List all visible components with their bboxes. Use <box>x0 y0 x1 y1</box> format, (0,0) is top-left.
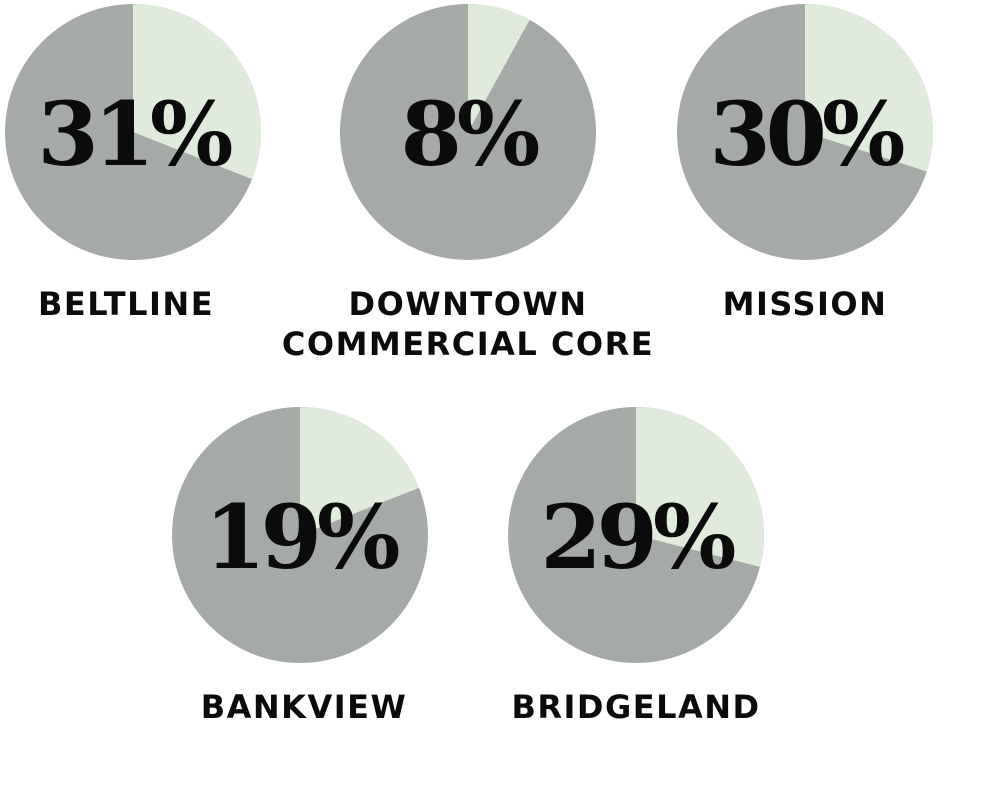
pie-category-label: DOWNTOWN <box>349 285 588 323</box>
pie-category-label: BELTLINE <box>38 285 214 323</box>
pie-category-label: MISSION <box>723 285 888 323</box>
pie-slice-highlight <box>300 407 420 535</box>
pie-bankview: 19% BANKVIEW <box>172 407 428 726</box>
pie-slice-highlight <box>133 4 261 180</box>
pie-value-label: 29% <box>540 485 734 589</box>
pie-slice-highlight <box>805 4 934 172</box>
pie-slice-highlight <box>636 407 765 567</box>
pie-value-label: 8% <box>401 82 539 186</box>
pie-category-label: BANKVIEW <box>201 688 408 726</box>
pie-category-label: COMMERCIAL CORE <box>282 325 654 363</box>
pie-beltline: 31% BELTLINE <box>5 4 261 323</box>
pie-value-label: 19% <box>204 485 398 589</box>
pie-category-label: BRIDGELAND <box>511 688 760 726</box>
pie-bridgeland: 29% BRIDGELAND <box>508 407 765 726</box>
pie-value-label: 30% <box>709 82 903 186</box>
pie-value-label: 31% <box>37 82 231 186</box>
pie-slice-highlight <box>468 4 530 132</box>
pie-mission: 30% MISSION <box>677 4 934 323</box>
